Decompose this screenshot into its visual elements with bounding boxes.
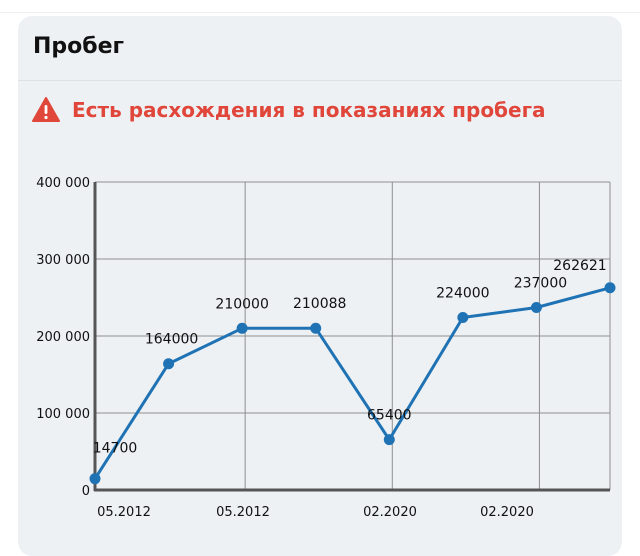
y-tick-label: 400 000 [36,176,90,191]
series-line [93,286,611,480]
warning-triangle-icon [32,97,60,122]
data-point [236,322,248,334]
data-point [163,358,175,370]
data-point [457,312,469,324]
y-tick-label: 200 000 [36,330,90,345]
data-point [530,302,542,314]
x-tick-label: 02.2020 [480,505,534,520]
data-label: 237000 [514,276,567,292]
data-label: 210088 [293,296,346,312]
y-tick-label: 300 000 [36,253,90,268]
card-header: Пробег [18,16,622,81]
data-label: 65400 [367,408,412,424]
x-tick-label: 05.2012 [97,505,151,520]
mileage-warning: Есть расхождения в показаниях пробега [32,96,546,124]
x-tick-label: 02.2020 [363,505,417,520]
data-label: 164000 [145,332,198,348]
y-tick-label: 100 000 [36,407,90,422]
data-point [310,322,322,334]
mileage-card: Пробег Есть расхождения в показаниях про… [18,16,622,556]
top-bar [0,0,640,13]
data-label: 224000 [436,286,489,302]
x-tick-label: 05.2012 [216,505,270,520]
data-label: 210000 [215,296,268,312]
card-title: Пробег [33,34,125,59]
data-label: 14700 [93,441,138,457]
data-point [383,434,395,446]
y-tick-label: 0 [82,484,90,499]
data-label: 262621 [553,258,606,274]
data-point [604,282,616,294]
warning-text: Есть расхождения в показаниях пробега [72,98,546,122]
data-point [89,473,101,485]
